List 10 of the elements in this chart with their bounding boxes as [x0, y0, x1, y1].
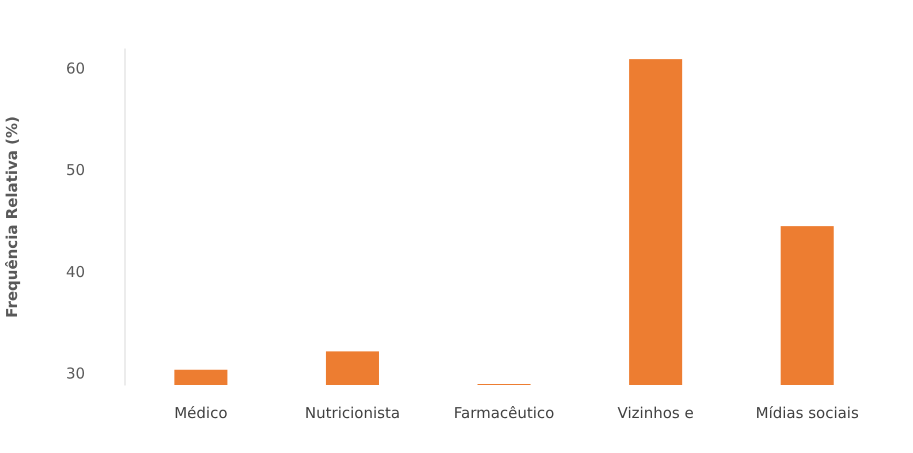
x-tick-label: Nutricionista	[304, 404, 400, 422]
y-tick-label: 30	[66, 364, 86, 383]
y-tick-label: 50	[66, 161, 86, 180]
y-tick-label: 60	[66, 59, 86, 78]
x-tick-label: Mídias sociais	[756, 404, 859, 422]
x-tick-label: Médico	[174, 404, 228, 422]
x-tick-label: Farmacêutico	[454, 404, 554, 422]
y-axis-title: Frequência Relativa (%)	[2, 116, 21, 318]
x-tick-label: Vizinhos e	[618, 404, 694, 422]
y-tick-label: 40	[66, 262, 86, 281]
